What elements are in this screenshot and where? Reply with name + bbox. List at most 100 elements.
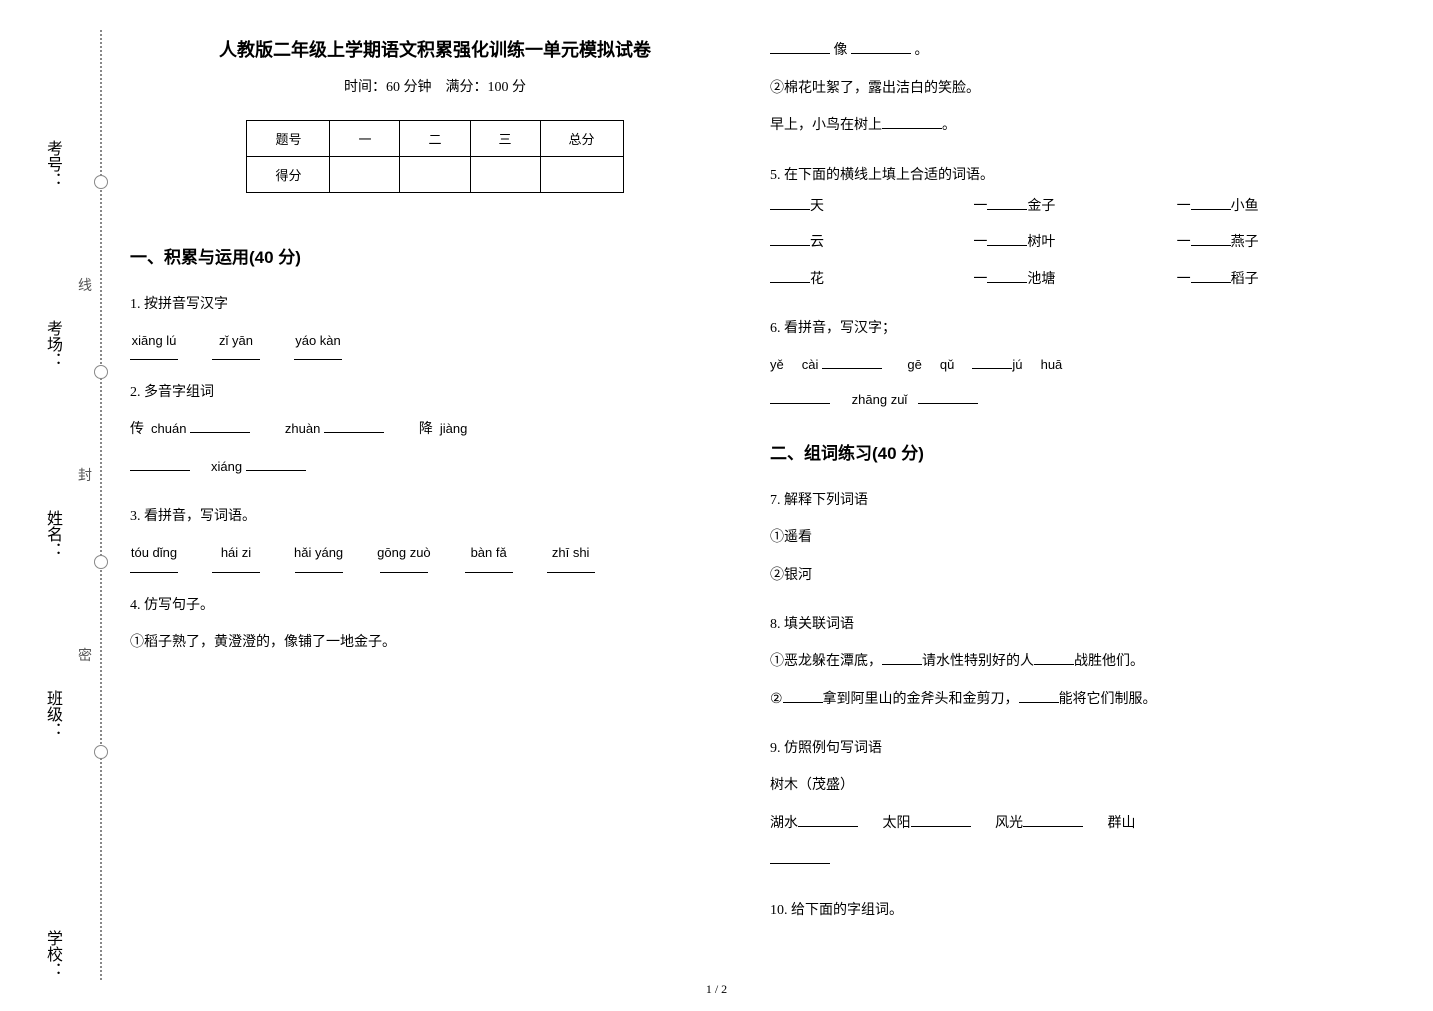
q5-cell: 天 (770, 192, 973, 223)
q3-item: hǎi yáng (294, 539, 343, 573)
blank (987, 232, 1027, 246)
score-cell (330, 157, 400, 193)
q4-l4: 早上，小鸟在树上。 (770, 109, 1380, 143)
gutter-label-school: 学校： (40, 930, 64, 978)
blank (130, 457, 190, 471)
blank (1191, 269, 1231, 283)
question-6: 6. 看拼音，写汉字； yě cài gē qǔ jú huā zhāng zu… (770, 314, 1380, 415)
q2-line2: xiáng (130, 451, 740, 485)
blank (972, 356, 1012, 369)
q6-line: yě cài gē qǔ jú huā (770, 349, 1380, 380)
q3-item: tóu dǐng (130, 539, 178, 573)
blank (294, 358, 342, 360)
column-left: 人教版二年级上学期语文积累强化训练一单元模拟试卷 时间：60 分钟 满分：100… (130, 30, 740, 960)
binding-gutter: 考号： 考场： 姓名： 班级： 学校： (40, 30, 100, 980)
question-5: 5. 在下面的横线上填上合适的词语。 天 一金子 一小鱼 云 一树叶 一燕子 花… (770, 161, 1380, 296)
blank (465, 571, 513, 573)
score-th: 三 (470, 121, 540, 157)
q3-title: 3. 看拼音，写词语。 (130, 502, 740, 533)
seal-dot (94, 175, 108, 189)
score-cell (540, 157, 623, 193)
q4-l2: 像 。 (770, 34, 1380, 68)
q1-title: 1. 按拼音写汉字 (130, 290, 740, 321)
q4-title: 4. 仿写句子。 (130, 591, 740, 622)
q8-l2: ②拿到阿里山的金斧头和金剪刀，能将它们制服。 (770, 683, 1380, 717)
q4-l3: ②棉花吐絮了，露出洁白的笑脸。 (770, 72, 1380, 106)
q9-tail (770, 844, 1380, 878)
blank (1019, 689, 1059, 703)
q5-grid: 天 一金子 一小鱼 云 一树叶 一燕子 花 一池塘 一稻子 (770, 192, 1380, 296)
question-7: 7. 解释下列词语 ①遥看 ②银河 (770, 486, 1380, 592)
q3-item: zhī shi (547, 539, 595, 573)
seal-word: 密 (78, 645, 92, 665)
score-row-label: 得分 (247, 157, 330, 193)
seal-word: 封 (78, 465, 92, 485)
q5-cell: 云 (770, 228, 973, 259)
gutter-label-class: 班级： (40, 690, 64, 738)
score-header-row: 题号 一 二 三 总分 (247, 121, 623, 157)
score-th: 题号 (247, 121, 330, 157)
question-3: 3. 看拼音，写词语。 tóu dǐng hái zi hǎi yáng gōn… (130, 502, 740, 572)
blank (190, 419, 250, 433)
q2-title: 2. 多音字组词 (130, 378, 740, 409)
q5-title: 5. 在下面的横线上填上合适的词语。 (770, 161, 1380, 192)
seal-dot (94, 745, 108, 759)
blank (324, 419, 384, 433)
blank (295, 571, 343, 573)
q6-title: 6. 看拼音，写汉字； (770, 314, 1380, 345)
score-cell (400, 157, 470, 193)
q1-items: xiāng lú zǐ yān yáo kàn (130, 327, 740, 361)
blank (212, 358, 260, 360)
blank (770, 196, 810, 210)
column-right: 像 。 ②棉花吐絮了，露出洁白的笑脸。 早上，小鸟在树上。 5. 在下面的横线上… (770, 30, 1380, 960)
section-1-head: 一、积累与运用(40 分) (130, 243, 740, 268)
blank (246, 457, 306, 471)
q3-items: tóu dǐng hái zi hǎi yáng gōng zuò bàn fǎ… (130, 539, 740, 573)
q8-l1: ①恶龙躲在潭底，请水性特别好的人战胜他们。 (770, 645, 1380, 679)
score-th: 二 (400, 121, 470, 157)
exam-title: 人教版二年级上学期语文积累强化训练一单元模拟试卷 (130, 36, 740, 62)
blank (770, 232, 810, 246)
blank (547, 571, 595, 573)
question-4: 4. 仿写句子。 ①稻子熟了，黄澄澄的，像铺了一地金子。 (130, 591, 740, 659)
blank (987, 269, 1027, 283)
q3-item: bàn fǎ (465, 539, 513, 573)
blank (882, 651, 922, 665)
seal-line (100, 30, 102, 980)
blank (1023, 813, 1083, 827)
seal-word: 线 (78, 275, 92, 295)
blank (882, 115, 942, 129)
q5-cell: 一树叶 (973, 228, 1176, 259)
blank (380, 571, 428, 573)
gutter-label-room: 考场： (40, 320, 64, 368)
q5-cell: 花 (770, 265, 973, 296)
q5-cell: 一小鱼 (1177, 192, 1380, 223)
question-8: 8. 填关联词语 ①恶龙躲在潭底，请水性特别好的人战胜他们。 ②拿到阿里山的金斧… (770, 610, 1380, 716)
q6-line2: zhāng zuǐ (770, 384, 1380, 415)
q1-item: xiāng lú (130, 327, 178, 361)
seal-dot (94, 365, 108, 379)
question-9: 9. 仿照例句写词语 树木（茂盛） 湖水 太阳 风光 群山 (770, 734, 1380, 878)
blank (130, 571, 178, 573)
blank (1034, 651, 1074, 665)
question-1: 1. 按拼音写汉字 xiāng lú zǐ yān yáo kàn (130, 290, 740, 360)
q8-title: 8. 填关联词语 (770, 610, 1380, 641)
q3-item: hái zi (212, 539, 260, 573)
q5-cell: 一燕子 (1177, 228, 1380, 259)
gutter-label-name: 姓名： (40, 510, 64, 558)
score-cell (470, 157, 540, 193)
page-number: 1 / 2 (706, 982, 727, 997)
blank (130, 358, 178, 360)
exam-subtitle: 时间：60 分钟 满分：100 分 (130, 76, 740, 96)
page-body: 人教版二年级上学期语文积累强化训练一单元模拟试卷 时间：60 分钟 满分：100… (130, 30, 1390, 960)
blank (851, 40, 911, 54)
blank (798, 813, 858, 827)
blank (822, 356, 882, 369)
blank (770, 40, 830, 54)
blank (770, 850, 830, 864)
question-10: 10. 给下面的字组词。 (770, 896, 1380, 927)
q5-cell: 一稻子 (1177, 265, 1380, 296)
seal-dot (94, 555, 108, 569)
gutter-label-examno: 考号： (40, 140, 64, 188)
score-th: 总分 (540, 121, 623, 157)
